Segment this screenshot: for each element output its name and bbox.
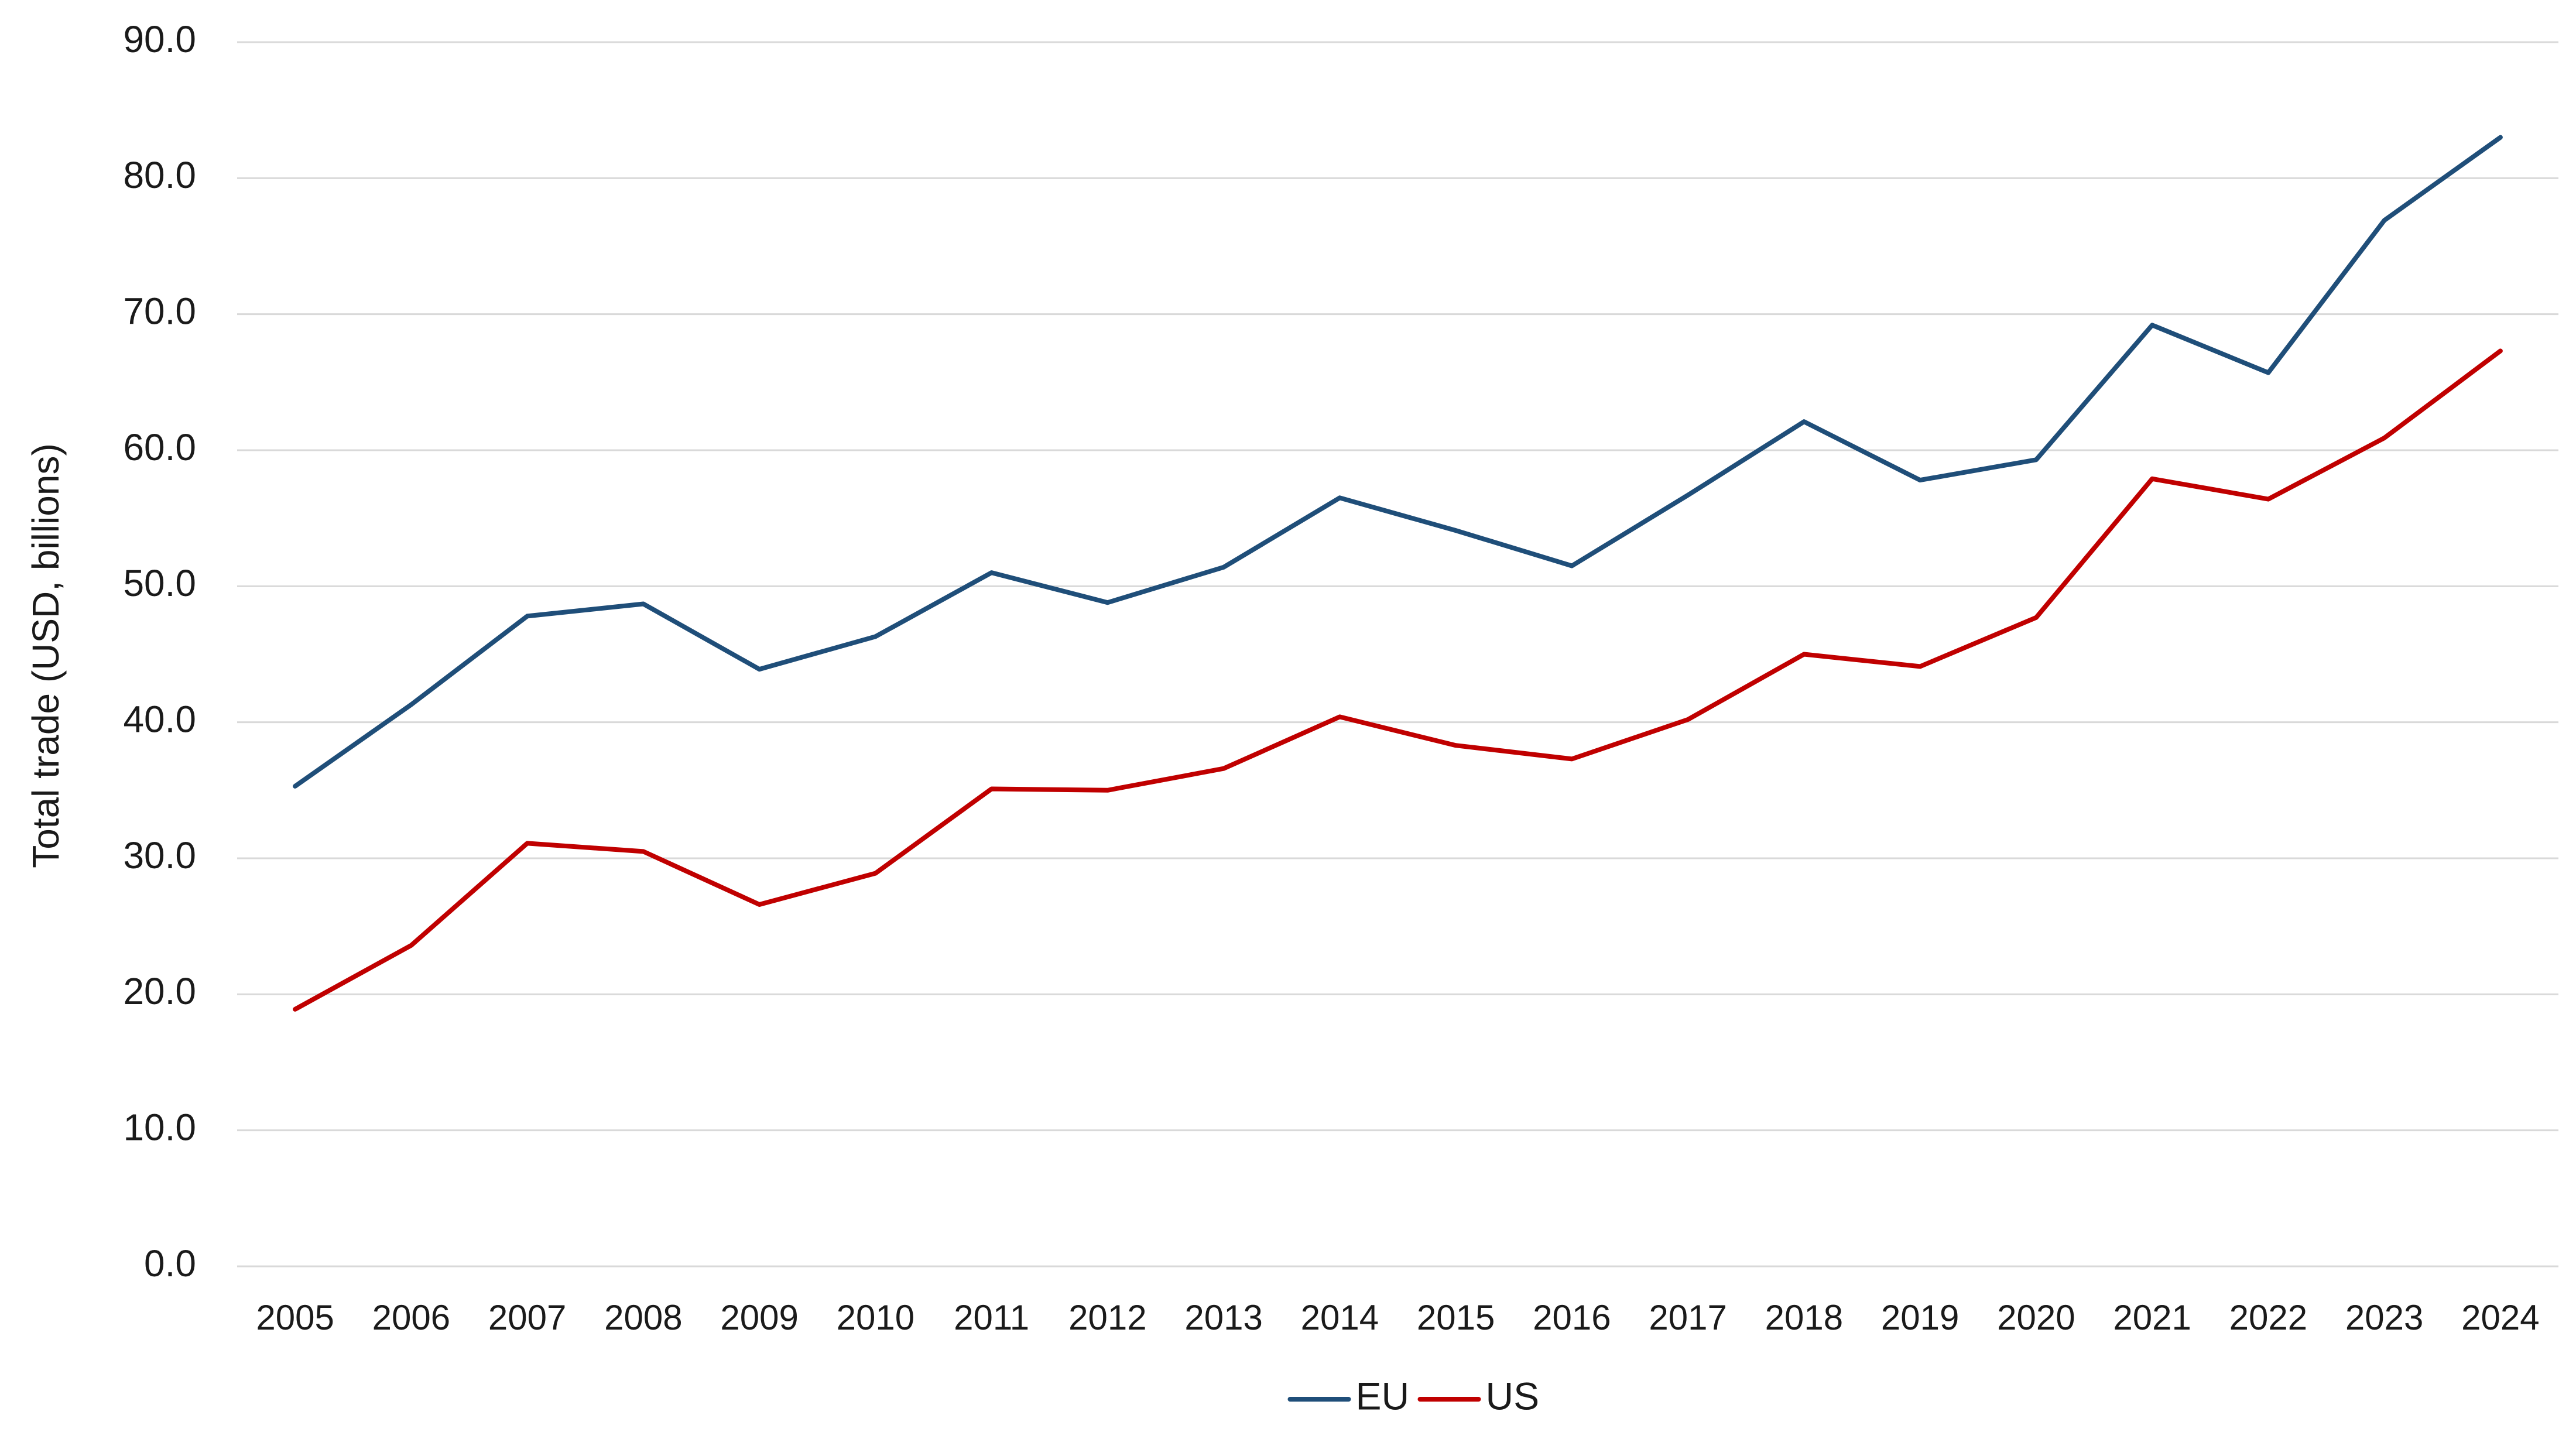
y-tick-label: 80.0 [123, 154, 196, 196]
legend-label-eu: EU [1356, 1374, 1410, 1417]
x-tick-label: 2017 [1649, 1298, 1727, 1337]
legend: EU US [1287, 1374, 1540, 1417]
x-tick-label: 2007 [488, 1298, 566, 1337]
x-tick-label: 2023 [2345, 1298, 2423, 1337]
y-axis-title: Total trade (USD, billions) [25, 443, 67, 868]
x-tick-label: 2015 [1417, 1298, 1495, 1337]
x-tick-label: 2022 [2229, 1298, 2307, 1337]
x-tick-label: 2013 [1184, 1298, 1262, 1337]
y-axis-tick-labels: 0.0 10.0 20.0 30.0 40.0 50.0 60.0 70.0 80.0 90.0 [123, 18, 196, 1284]
y-tick-label: 70.0 [123, 290, 196, 333]
x-tick-label: 2008 [604, 1298, 682, 1337]
y-tick-label: 30.0 [123, 834, 196, 876]
series-lines [293, 135, 2503, 1012]
x-tick-label: 2010 [837, 1298, 914, 1337]
series-line-us [293, 348, 2503, 1012]
y-tick-label: 40.0 [123, 698, 196, 741]
x-tick-label: 2016 [1533, 1298, 1611, 1337]
y-tick-label: 0.0 [144, 1242, 196, 1284]
series-line-eu [293, 135, 2503, 789]
x-tick-label: 2018 [1765, 1298, 1843, 1337]
y-tick-label: 50.0 [123, 562, 196, 604]
x-tick-label: 2020 [1997, 1298, 2075, 1337]
x-tick-label: 2019 [1881, 1298, 1959, 1337]
x-tick-label: 2006 [372, 1298, 450, 1337]
x-tick-label: 2012 [1068, 1298, 1146, 1337]
y-tick-label: 20.0 [123, 970, 196, 1012]
x-tick-label: 2021 [2113, 1298, 2191, 1337]
x-tick-label: 2011 [954, 1298, 1029, 1337]
y-tick-label: 10.0 [123, 1107, 196, 1149]
gridlines [237, 41, 2558, 1268]
x-tick-label: 2005 [256, 1298, 334, 1337]
x-tick-label: 2014 [1301, 1298, 1379, 1337]
x-axis-tick-labels: 2005 2006 2007 2008 2009 2010 2011 2012 2013 2014… [256, 1298, 2539, 1337]
x-tick-label: 2009 [720, 1298, 798, 1337]
y-tick-label: 90.0 [123, 18, 196, 60]
y-tick-label: 60.0 [123, 426, 196, 468]
x-tick-label: 2024 [2461, 1298, 2539, 1337]
legend-label-us: US [1486, 1374, 1540, 1417]
